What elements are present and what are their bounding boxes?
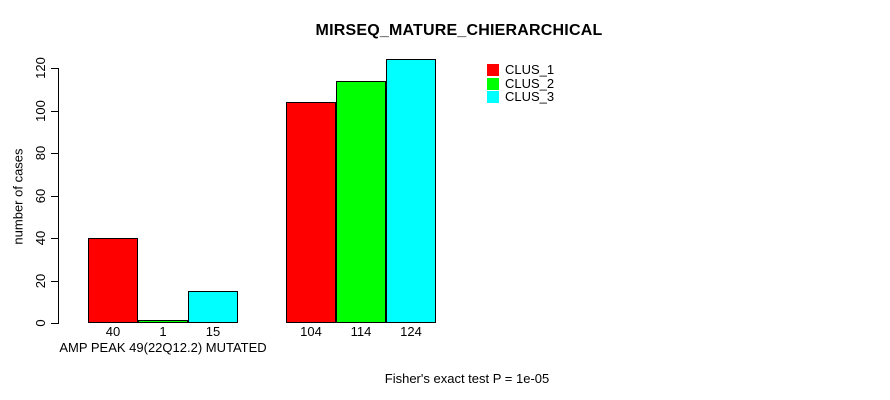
y-axis-line [58,68,59,324]
bar-clus_1-group1 [88,238,138,323]
bar-clus_3-group2 [386,59,436,323]
y-tick [51,196,58,197]
y-tick [51,281,58,282]
y-tick-label: 20 [33,273,48,289]
y-tick-label: 40 [33,230,48,246]
bar-value-label: 114 [350,324,372,339]
y-tick [51,323,58,324]
legend-swatch-clus_1 [487,64,499,77]
y-tick [51,68,58,69]
legend-label: CLUS_1 [505,62,555,78]
legend-label: CLUS_3 [505,89,555,105]
y-tick-label: 60 [33,188,48,204]
legend-label: CLUS_2 [505,75,555,91]
bar-clus_2-group2 [336,81,386,323]
bar-value-label: 40 [105,324,121,339]
y-axis-label: number of cases [10,148,26,245]
bar-value-label: 1 [159,324,167,339]
legend-item-clus_1: CLUS_1 [487,62,555,78]
legend-swatch-clus_2 [487,77,499,90]
legend-swatch-clus_3 [487,91,499,104]
y-tick-label: 100 [33,100,48,122]
bar-value-label: 104 [300,324,322,339]
y-tick [51,153,58,154]
chart-title: MIRSEQ_MATURE_CHIERARCHICAL [315,22,603,39]
bar-value-label: 124 [400,324,422,339]
y-tick [51,111,58,112]
bar-clus_3-group1 [188,291,238,323]
x-axis-group-label: AMP PEAK 49(22Q12.2) MUTATED [59,340,267,355]
legend-item-clus_3: CLUS_3 [487,89,555,105]
bar-value-label: 15 [205,324,221,339]
bar-clus_1-group2 [286,102,336,323]
y-tick-label: 80 [33,145,48,161]
y-tick-label: 0 [33,319,48,327]
y-tick [51,238,58,239]
bar-clus_2-group1 [138,320,188,323]
legend: CLUS_1 CLUS_2 CLUS_3 [487,62,555,105]
legend-item-clus_2: CLUS_2 [487,75,555,91]
y-tick-label: 120 [33,57,48,79]
annotation-pvalue: Fisher's exact test P = 1e-05 [384,371,550,386]
